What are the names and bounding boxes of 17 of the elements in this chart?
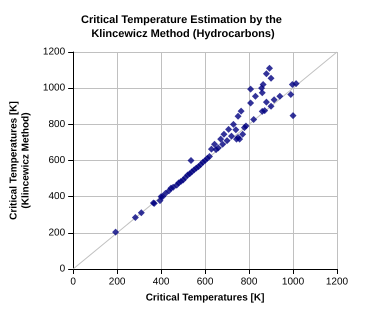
x-tick-label: 800 [240, 276, 258, 288]
x-tick-label: 600 [196, 276, 214, 288]
y-tick-label: 1200 [42, 46, 66, 58]
x-axis-title: Critical Temperatures [K] [146, 292, 264, 304]
x-tick-label: 1200 [326, 276, 349, 288]
y-axis-title: Critical Temperatures [K] (Klincewicz Method) [8, 101, 32, 220]
y-tick-label: 200 [48, 227, 66, 238]
y-tick-label: 1000 [42, 82, 66, 94]
x-tick-label: 400 [152, 276, 170, 288]
x-tick-label: 1000 [282, 276, 305, 288]
chart-title: Critical Temperature Estimation by the Klincewicz Method (Hydrocarbons) [81, 14, 285, 40]
y-tick-label: 400 [48, 191, 66, 202]
x-tick-label: 0 [70, 276, 76, 288]
x-tick-label: 200 [108, 276, 126, 288]
y-tick-label: 600 [48, 155, 66, 166]
y-tick-label: 800 [48, 118, 66, 130]
y-tick-label: 0 [60, 264, 66, 274]
